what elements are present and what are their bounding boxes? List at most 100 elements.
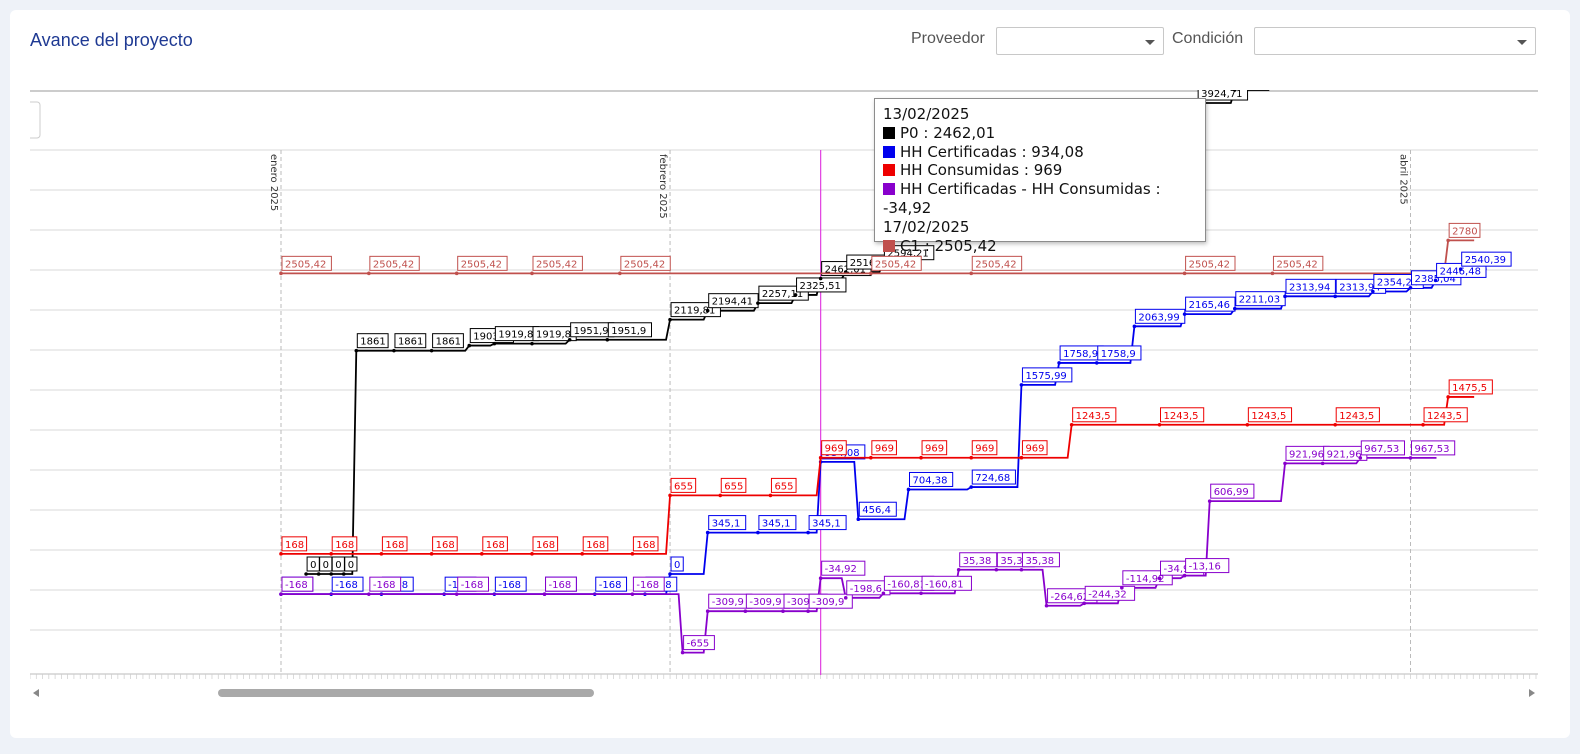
data-point[interactable] xyxy=(818,576,823,580)
data-point[interactable] xyxy=(806,530,810,535)
data-point[interactable] xyxy=(1094,361,1099,365)
data-point[interactable] xyxy=(856,517,861,522)
data-point[interactable] xyxy=(869,455,873,460)
data-point[interactable] xyxy=(1371,289,1375,294)
data-point[interactable] xyxy=(1433,278,1438,283)
data-point[interactable] xyxy=(768,493,773,498)
data-point[interactable] xyxy=(304,572,308,576)
data-point[interactable] xyxy=(279,271,283,276)
data-point[interactable] xyxy=(630,552,635,556)
data-point[interactable] xyxy=(906,487,911,492)
data-point[interactable] xyxy=(668,317,672,322)
data-point[interactable] xyxy=(1157,422,1162,427)
data-point[interactable] xyxy=(530,552,534,556)
data-point[interactable] xyxy=(1019,455,1024,460)
data-point[interactable] xyxy=(969,485,974,489)
range-selector-box[interactable] xyxy=(30,101,41,139)
data-point[interactable] xyxy=(881,591,886,596)
data-point[interactable] xyxy=(843,596,848,600)
progress-chart[interactable]: enero 2025 febrero 2025 abril 2025 0 0 0 0 1861… xyxy=(30,90,1538,685)
data-point[interactable] xyxy=(392,348,396,353)
data-point[interactable] xyxy=(429,552,434,556)
data-point[interactable] xyxy=(1019,383,1024,387)
data-point[interactable] xyxy=(454,271,459,276)
data-point[interactable] xyxy=(806,609,810,613)
data-point[interactable] xyxy=(956,567,961,572)
data-point[interactable] xyxy=(919,455,923,460)
data-point[interactable] xyxy=(492,341,497,346)
data-point[interactable] xyxy=(1283,461,1287,466)
provider-select[interactable] xyxy=(996,27,1164,55)
scroll-right-icon[interactable] xyxy=(1529,689,1535,697)
data-point[interactable] xyxy=(1044,603,1049,608)
data-point[interactable] xyxy=(705,530,710,535)
data-point[interactable] xyxy=(316,572,321,576)
data-point[interactable] xyxy=(1408,456,1413,460)
data-point[interactable] xyxy=(1446,238,1450,243)
data-point[interactable] xyxy=(1082,601,1086,606)
data-point[interactable] xyxy=(1421,422,1425,427)
data-point[interactable] xyxy=(379,552,384,556)
data-point[interactable] xyxy=(969,271,974,276)
data-point[interactable] xyxy=(994,567,999,572)
data-point[interactable] xyxy=(429,348,434,353)
data-point[interactable] xyxy=(1182,271,1187,276)
data-point[interactable] xyxy=(1207,499,1212,503)
data-point[interactable] xyxy=(367,592,371,596)
data-point[interactable] xyxy=(718,493,723,498)
data-point[interactable] xyxy=(341,572,346,576)
data-point[interactable] xyxy=(818,276,823,281)
data-point[interactable] xyxy=(279,552,283,556)
data-point[interactable] xyxy=(1120,585,1124,590)
data-point[interactable] xyxy=(1182,312,1187,316)
data-point[interactable] xyxy=(1283,294,1287,299)
data-point[interactable] xyxy=(1458,267,1463,271)
data-point[interactable] xyxy=(1333,422,1337,427)
data-point[interactable] xyxy=(919,591,923,596)
data-point[interactable] xyxy=(1245,422,1250,427)
data-point[interactable] xyxy=(530,341,534,346)
data-point[interactable] xyxy=(530,271,534,276)
data-point[interactable] xyxy=(467,343,472,348)
data-point[interactable] xyxy=(1069,422,1074,427)
scroll-thumb[interactable] xyxy=(218,689,594,697)
data-point[interactable] xyxy=(705,308,710,313)
data-point[interactable] xyxy=(668,493,672,498)
data-point[interactable] xyxy=(1446,395,1450,399)
data-point[interactable] xyxy=(1358,456,1363,460)
data-point[interactable] xyxy=(793,293,798,297)
data-point[interactable] xyxy=(781,609,785,613)
data-point[interactable] xyxy=(329,552,334,556)
data-point[interactable] xyxy=(580,552,584,556)
data-point[interactable] xyxy=(668,572,672,576)
data-point[interactable] xyxy=(1019,567,1024,572)
chart-scrollbar[interactable] xyxy=(30,686,1538,700)
data-point[interactable] xyxy=(329,572,334,576)
data-point[interactable] xyxy=(618,271,622,276)
data-point[interactable] xyxy=(1182,573,1187,578)
data-point[interactable] xyxy=(480,552,484,556)
data-point[interactable] xyxy=(869,271,873,276)
data-point[interactable] xyxy=(542,592,547,596)
scroll-left-icon[interactable] xyxy=(33,689,39,697)
data-point[interactable] xyxy=(756,530,760,535)
data-point[interactable] xyxy=(567,337,572,342)
data-point[interactable] xyxy=(1233,90,1237,92)
data-point[interactable] xyxy=(743,609,748,613)
data-point[interactable] xyxy=(818,455,823,460)
data-point[interactable] xyxy=(1157,576,1162,580)
data-point[interactable] xyxy=(705,609,710,613)
condition-select[interactable] xyxy=(1254,27,1536,55)
data-point[interactable] xyxy=(680,650,685,655)
data-point[interactable] xyxy=(969,455,974,460)
data-point[interactable] xyxy=(1408,285,1413,290)
data-point[interactable] xyxy=(1233,306,1237,311)
data-point[interactable] xyxy=(279,592,283,596)
data-point[interactable] xyxy=(605,337,610,342)
data-point[interactable] xyxy=(367,271,371,276)
data-point[interactable] xyxy=(1270,271,1275,276)
data-point[interactable] xyxy=(1320,461,1325,466)
data-point[interactable] xyxy=(354,348,359,353)
data-point[interactable] xyxy=(1333,294,1337,299)
data-point[interactable] xyxy=(454,592,459,596)
